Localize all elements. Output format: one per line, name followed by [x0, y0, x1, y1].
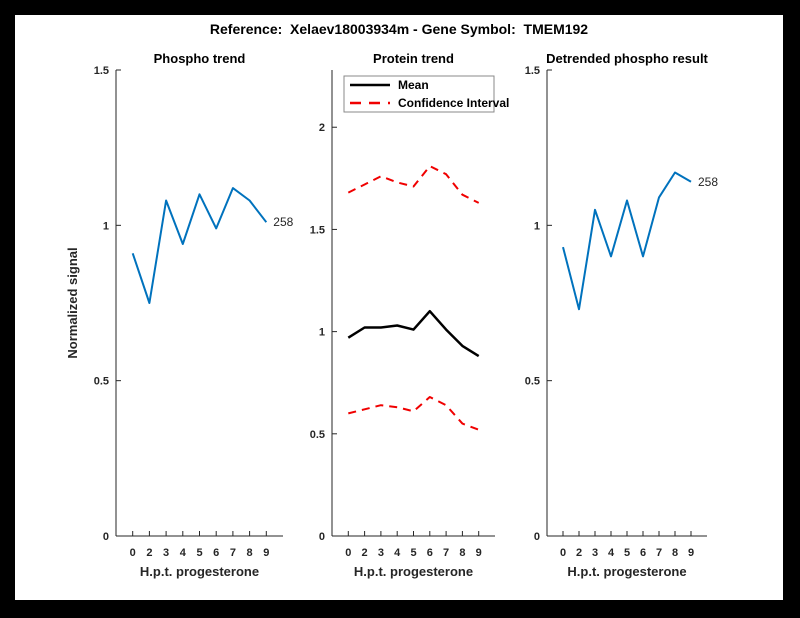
subplot-protein-trend: 00.511.520 2 3 4 5 6 7 8 9H.p.t. progesteronePro…	[310, 51, 510, 579]
x-tick-label: 8	[459, 547, 465, 559]
x-tick-label: 0	[130, 547, 136, 559]
x-axis-label: H.p.t. progesterone	[567, 564, 686, 579]
legend-ci-label: Confidence Interval	[398, 96, 509, 110]
series-line-confidence-interval-upper	[347, 165, 480, 204]
y-tick-label: 1	[103, 220, 109, 232]
x-tick-label: 3	[163, 547, 169, 559]
x-tick-label: 8	[672, 547, 678, 559]
series-line-mean	[347, 309, 480, 358]
figure-canvas: Reference: Xelaev18003934m - Gene Symbol…	[15, 15, 783, 600]
legend-mean-label: Mean	[398, 78, 429, 92]
legend: Mean Confidence Interval	[343, 75, 509, 113]
series-line-phospho	[131, 187, 268, 304]
x-tick-label: 6	[640, 547, 646, 559]
x-tick-label: 5	[410, 547, 416, 559]
figure-plot-area: 00.511.50 2 3 4 5 6 7 8 9H.p.t. progesteroneNorm…	[65, 51, 719, 579]
subplot-title: Phospho trend	[154, 51, 246, 66]
x-axis-label: H.p.t. progesterone	[354, 564, 473, 579]
x-tick-label: 7	[443, 547, 449, 559]
legend-box	[343, 75, 495, 113]
x-tick-label: 0	[560, 547, 566, 559]
endpoint-label: 258	[273, 215, 293, 229]
y-tick-label: 0.5	[310, 429, 325, 441]
y-tick-label: 1	[319, 327, 325, 339]
y-tick-label: 1.5	[94, 65, 109, 77]
endpoint-label: 258	[698, 175, 718, 189]
x-tick-label: 5	[624, 547, 630, 559]
x-tick-label: 3	[378, 547, 384, 559]
x-tick-label: 2	[146, 547, 152, 559]
y-axis-label: Normalized signal	[65, 247, 80, 358]
x-tick-label: 4	[394, 547, 401, 559]
x-tick-label: 0	[345, 547, 351, 559]
series-line-detrended-phospho	[562, 171, 692, 311]
y-tick-label: 0	[319, 531, 325, 543]
y-tick-label: 0	[534, 531, 540, 543]
x-tick-label: 9	[476, 547, 482, 559]
x-tick-label: 2	[576, 547, 582, 559]
y-tick-label: 0.5	[525, 376, 540, 388]
subplot-phospho-trend: 00.511.50 2 3 4 5 6 7 8 9H.p.t. progesteroneNorm…	[65, 51, 294, 579]
x-tick-label: 4	[180, 547, 187, 559]
x-tick-label: 9	[688, 547, 694, 559]
x-tick-label: 8	[247, 547, 253, 559]
y-tick-label: 0	[103, 531, 109, 543]
x-tick-label: 4	[608, 547, 615, 559]
x-axis-label: H.p.t. progesterone	[140, 564, 259, 579]
subplot-title: Detrended phospho result	[546, 51, 708, 66]
figure-title: Reference: Xelaev18003934m - Gene Symbol…	[209, 21, 589, 37]
y-tick-label: 1	[534, 220, 540, 232]
y-tick-label: 1.5	[310, 224, 325, 236]
y-tick-label: 0.5	[94, 376, 109, 388]
x-tick-label: 7	[656, 547, 662, 559]
x-tick-label: 3	[592, 547, 598, 559]
x-tick-label: 9	[263, 547, 269, 559]
y-tick-label: 1.5	[525, 65, 540, 77]
series-line-confidence-interval-lower	[348, 396, 480, 431]
x-tick-label: 7	[230, 547, 236, 559]
subplot-detrended-phospho-result: 00.511.50 2 3 4 5 6 7 8 9H.p.t. progesteroneDetr…	[525, 51, 719, 579]
x-tick-label: 6	[213, 547, 219, 559]
x-tick-label: 5	[196, 547, 202, 559]
subplot-title: Protein trend	[373, 51, 454, 66]
x-tick-label: 6	[427, 547, 433, 559]
x-tick-label: 2	[362, 547, 368, 559]
y-tick-label: 2	[319, 122, 325, 134]
